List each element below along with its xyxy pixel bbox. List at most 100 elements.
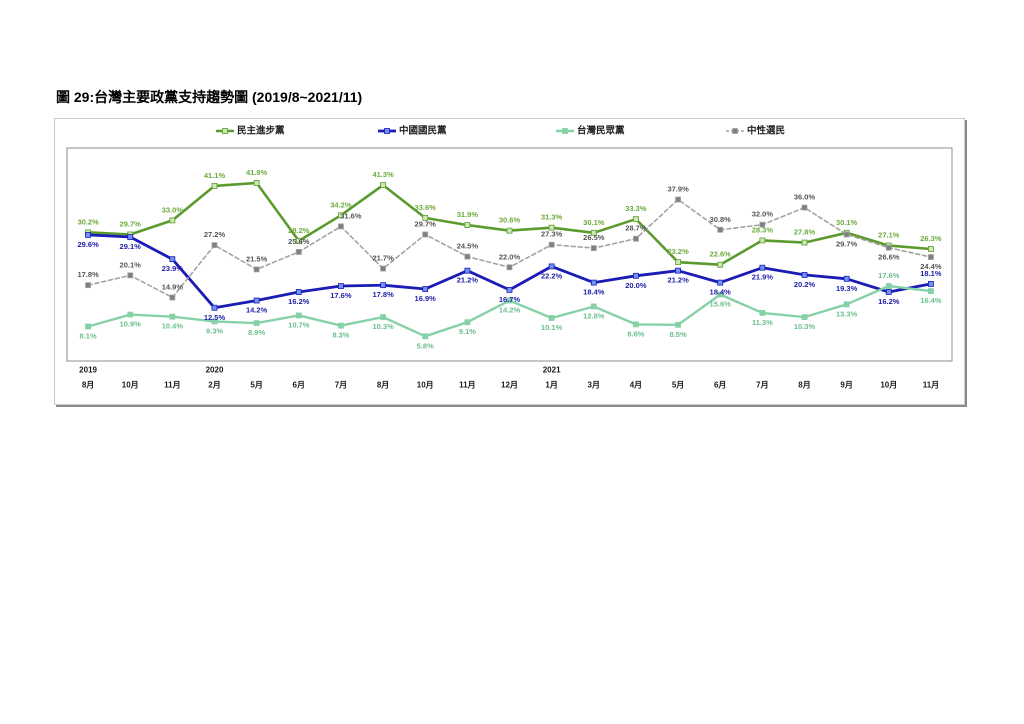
series-4-point [464,253,471,260]
series-1-point [506,227,513,234]
series-4-data-label: 22.0% [499,252,521,261]
data-label-value: 31.9 [457,210,472,219]
series-4-data-label: 31.6% [340,211,362,220]
series-3-point [464,319,471,326]
series-2-point [253,297,260,304]
data-label-value: 37.9 [667,184,682,193]
data-label-unit: % [355,211,362,220]
data-label-unit: % [935,262,942,271]
series-1-point [548,224,555,231]
series-3-point [338,322,344,329]
series-3-data-label: 8.6% [627,329,644,338]
data-label-unit: % [261,167,268,176]
series-4-point [548,241,555,248]
data-label-unit: % [345,200,352,209]
series-1-data-label: 41.3% [372,170,394,179]
series-4-point [380,265,386,272]
data-label-unit: % [469,327,476,336]
x-axis-month-label: 10月 [417,381,434,390]
series-1-data-label: 33.0% [162,205,184,214]
x-axis-month-label: 10月 [122,381,139,390]
series-4-point [338,223,344,230]
series-1-data-label: 41.8% [246,167,268,176]
series-4-point [295,249,302,255]
x-axis-month-label: 8月 [82,381,94,390]
series-1-point [380,182,386,188]
data-label-value: 17.6 [878,271,893,280]
series-1-point [211,183,218,189]
legend-label: 民主進步黨 [237,125,285,137]
series-3-data-label: 10.3% [794,322,816,331]
data-label-value: 32.0 [752,209,767,218]
data-label-value: 5.8 [417,341,427,350]
data-label-unit: % [851,239,858,248]
series-2-point [338,283,344,289]
data-label-unit: % [808,322,815,331]
data-label-value: 11.3 [752,317,766,326]
data-label-value: 22.6 [710,249,725,258]
data-label-unit: % [724,214,731,223]
data-label-unit: % [134,260,141,269]
series-4-data-label: 14.9% [162,282,184,291]
series-2-data-label: 18.4% [710,287,732,296]
data-label-value: 18.1 [920,268,935,277]
data-label-value: 8.9 [248,328,258,337]
data-label-value: 21.2 [667,275,682,284]
series-4-data-label: 21.7% [372,253,394,262]
x-axis-month-label: 9月 [840,381,852,390]
series-1-data-label: 41.1% [204,170,226,179]
data-label-unit: % [303,297,310,306]
series-3-point [885,283,892,289]
series-4-point [590,245,597,252]
data-label-value: 19.3 [836,283,851,292]
series-1-data-label: 29.7% [120,219,142,228]
data-label-value: 36.0 [794,192,809,201]
x-axis-month-label: 2月 [208,381,220,390]
series-3-data-label: 12.8% [583,311,605,320]
series-4-data-label: 30.8% [710,214,732,223]
series-2-data-label: 16.7% [499,294,521,303]
data-label-value: 16.2 [288,297,303,306]
series-3-point [843,301,850,308]
series-3-point [590,303,597,310]
data-label-unit: % [303,236,310,245]
series-3-data-label: 9.1% [459,327,476,336]
legend-label: 中性選民 [747,125,785,137]
series-2-data-label: 21.9% [752,272,774,281]
data-label-value: 27.8 [794,227,809,236]
data-label-value: 14.9 [162,282,177,291]
series-2-data-label: 14.2% [246,305,268,314]
data-label-value: 27.3 [541,229,556,238]
series-1-data-label: 26.3% [920,234,942,243]
data-label-value: 41.1 [204,170,219,179]
series-4-point [928,254,934,260]
data-label-unit: % [134,319,141,328]
data-label-value: 22.0 [499,252,514,261]
legend-item: 台灣民眾黨 [556,125,625,137]
data-label-unit: % [92,239,99,248]
series-2-point [675,267,681,274]
data-label-unit: % [808,279,815,288]
series-2-point [928,280,934,287]
x-axis-month-label: 1月 [545,381,557,390]
legend-item: 中國國民黨 [378,125,447,137]
data-label-value: 41.8 [246,167,261,176]
data-label-unit: % [556,229,563,238]
series-2-point [464,267,471,274]
series-1-data-label: 28.3% [752,225,774,234]
data-label-value: 30.1 [583,217,598,226]
data-label-unit: % [935,296,942,305]
series-4-data-label: 25.6% [288,236,310,245]
series-1-point [675,259,681,266]
series-2-data-label: 17.8% [372,290,394,299]
data-label-value: 31.6 [340,211,355,220]
x-axis-month-label: 12月 [501,381,518,390]
data-label-unit: % [851,309,858,318]
data-label-unit: % [640,223,647,232]
legend-marker [222,128,228,134]
data-label-unit: % [513,252,520,261]
series-2-point [380,282,386,289]
data-label-value: 20.2 [794,279,809,288]
series-4-point [843,231,850,238]
